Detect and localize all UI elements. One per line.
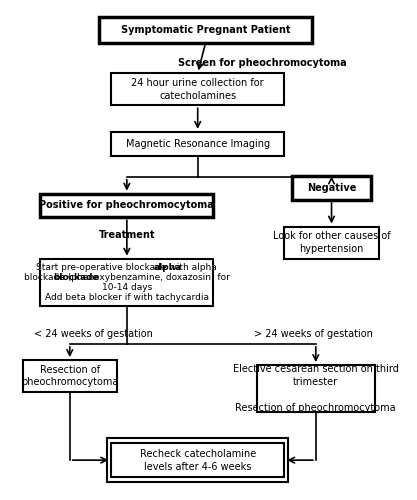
- Text: Symptomatic Pregnant Patient: Symptomatic Pregnant Patient: [121, 25, 290, 35]
- Text: > 24 weeks of gestation: > 24 weeks of gestation: [254, 329, 373, 339]
- Text: blockade: blockade: [54, 273, 99, 282]
- FancyBboxPatch shape: [40, 258, 214, 306]
- FancyBboxPatch shape: [40, 194, 214, 218]
- Text: Look for other causes of
hypertension: Look for other causes of hypertension: [273, 231, 390, 254]
- Text: 10-14 days: 10-14 days: [102, 283, 152, 292]
- Text: Screen for pheochromocytoma: Screen for pheochromocytoma: [178, 58, 347, 68]
- Text: < 24 weeks of gestation: < 24 weeks of gestation: [34, 329, 153, 339]
- Text: blockade (phenoxybenzamine, doxazosin) for: blockade (phenoxybenzamine, doxazosin) f…: [24, 273, 230, 282]
- FancyBboxPatch shape: [111, 73, 284, 106]
- FancyBboxPatch shape: [99, 17, 312, 43]
- Text: Positive for pheochromocytoma: Positive for pheochromocytoma: [40, 200, 214, 210]
- Text: Start pre-operative blockade with alpha: Start pre-operative blockade with alpha: [36, 264, 217, 272]
- FancyBboxPatch shape: [23, 360, 117, 392]
- FancyBboxPatch shape: [257, 365, 375, 412]
- Text: alpha: alpha: [154, 264, 182, 272]
- Text: Magnetic Resonance Imaging: Magnetic Resonance Imaging: [126, 138, 270, 148]
- Text: Elective cesarean section on third
trimester

Resection of pheochromocytoma: Elective cesarean section on third trime…: [233, 364, 399, 412]
- FancyBboxPatch shape: [111, 132, 284, 156]
- Text: Recheck catecholamine
levels after 4-6 weeks: Recheck catecholamine levels after 4-6 w…: [140, 448, 256, 471]
- Text: Resection of
pheochromocytoma: Resection of pheochromocytoma: [21, 364, 118, 388]
- FancyBboxPatch shape: [292, 176, 371, 200]
- Text: Treatment: Treatment: [98, 230, 155, 240]
- FancyBboxPatch shape: [284, 226, 379, 258]
- Text: Add beta blocker if with tachycardia: Add beta blocker if with tachycardia: [45, 293, 209, 302]
- FancyBboxPatch shape: [111, 444, 284, 477]
- Text: 24 hour urine collection for
catecholamines: 24 hour urine collection for catecholami…: [131, 78, 264, 100]
- Text: Start pre-operative blockade with alpha: Start pre-operative blockade with alpha: [36, 264, 217, 272]
- Text: Negative: Negative: [307, 183, 356, 193]
